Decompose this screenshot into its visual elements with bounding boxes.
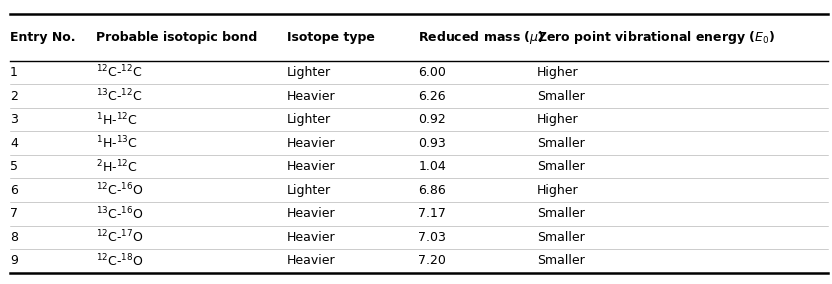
Text: $^{12}$C-$^{17}$O: $^{12}$C-$^{17}$O xyxy=(96,229,143,246)
Text: Entry No.: Entry No. xyxy=(10,31,76,44)
Text: Smaller: Smaller xyxy=(537,207,584,220)
Text: 7.17: 7.17 xyxy=(418,207,447,220)
Text: Higher: Higher xyxy=(537,184,578,197)
Text: Heavier: Heavier xyxy=(287,89,335,103)
Text: 2: 2 xyxy=(10,89,17,103)
Text: 7.03: 7.03 xyxy=(418,231,447,244)
Text: Heavier: Heavier xyxy=(287,254,335,267)
Text: Smaller: Smaller xyxy=(537,137,584,150)
Text: 4: 4 xyxy=(10,137,17,150)
Text: Higher: Higher xyxy=(537,113,578,126)
Text: Heavier: Heavier xyxy=(287,160,335,173)
Text: Smaller: Smaller xyxy=(537,160,584,173)
Text: 3: 3 xyxy=(10,113,17,126)
Text: Heavier: Heavier xyxy=(287,207,335,220)
Text: 1: 1 xyxy=(10,66,17,79)
Text: Lighter: Lighter xyxy=(287,113,331,126)
Text: Heavier: Heavier xyxy=(287,231,335,244)
Text: 6: 6 xyxy=(10,184,17,197)
Text: $^{13}$C-$^{12}$C: $^{13}$C-$^{12}$C xyxy=(96,88,142,104)
Text: Lighter: Lighter xyxy=(287,184,331,197)
Text: 6.26: 6.26 xyxy=(418,89,446,103)
Text: $^{12}$C-$^{16}$O: $^{12}$C-$^{16}$O xyxy=(96,182,143,199)
Text: 7: 7 xyxy=(10,207,18,220)
Text: 6.86: 6.86 xyxy=(418,184,446,197)
Text: $^{13}$C-$^{16}$O: $^{13}$C-$^{16}$O xyxy=(96,205,143,222)
Text: Probable isotopic bond: Probable isotopic bond xyxy=(96,31,257,44)
Text: $^{2}$H-$^{12}$C: $^{2}$H-$^{12}$C xyxy=(96,158,137,175)
Text: Smaller: Smaller xyxy=(537,231,584,244)
Text: 0.92: 0.92 xyxy=(418,113,446,126)
Text: $^{1}$H-$^{13}$C: $^{1}$H-$^{13}$C xyxy=(96,135,137,151)
Text: 0.93: 0.93 xyxy=(418,137,446,150)
Text: $^{12}$C-$^{18}$O: $^{12}$C-$^{18}$O xyxy=(96,252,143,269)
Text: Higher: Higher xyxy=(537,66,578,79)
Text: $^{1}$H-$^{12}$C: $^{1}$H-$^{12}$C xyxy=(96,111,137,128)
Text: 7.20: 7.20 xyxy=(418,254,447,267)
Text: 9: 9 xyxy=(10,254,17,267)
Text: $^{12}$C-$^{12}$C: $^{12}$C-$^{12}$C xyxy=(96,64,142,81)
Text: Smaller: Smaller xyxy=(537,89,584,103)
Text: 6.00: 6.00 xyxy=(418,66,447,79)
Text: Smaller: Smaller xyxy=(537,254,584,267)
Text: 5: 5 xyxy=(10,160,18,173)
Text: Heavier: Heavier xyxy=(287,137,335,150)
Text: 1.04: 1.04 xyxy=(418,160,446,173)
Text: Reduced mass ($\it{\mu}$): Reduced mass ($\it{\mu}$) xyxy=(418,29,545,46)
Text: Isotope type: Isotope type xyxy=(287,31,375,44)
Text: Zero point vibrational energy ($\mathit{E_0}$): Zero point vibrational energy ($\mathit{… xyxy=(537,29,775,46)
Text: Lighter: Lighter xyxy=(287,66,331,79)
Text: 8: 8 xyxy=(10,231,18,244)
